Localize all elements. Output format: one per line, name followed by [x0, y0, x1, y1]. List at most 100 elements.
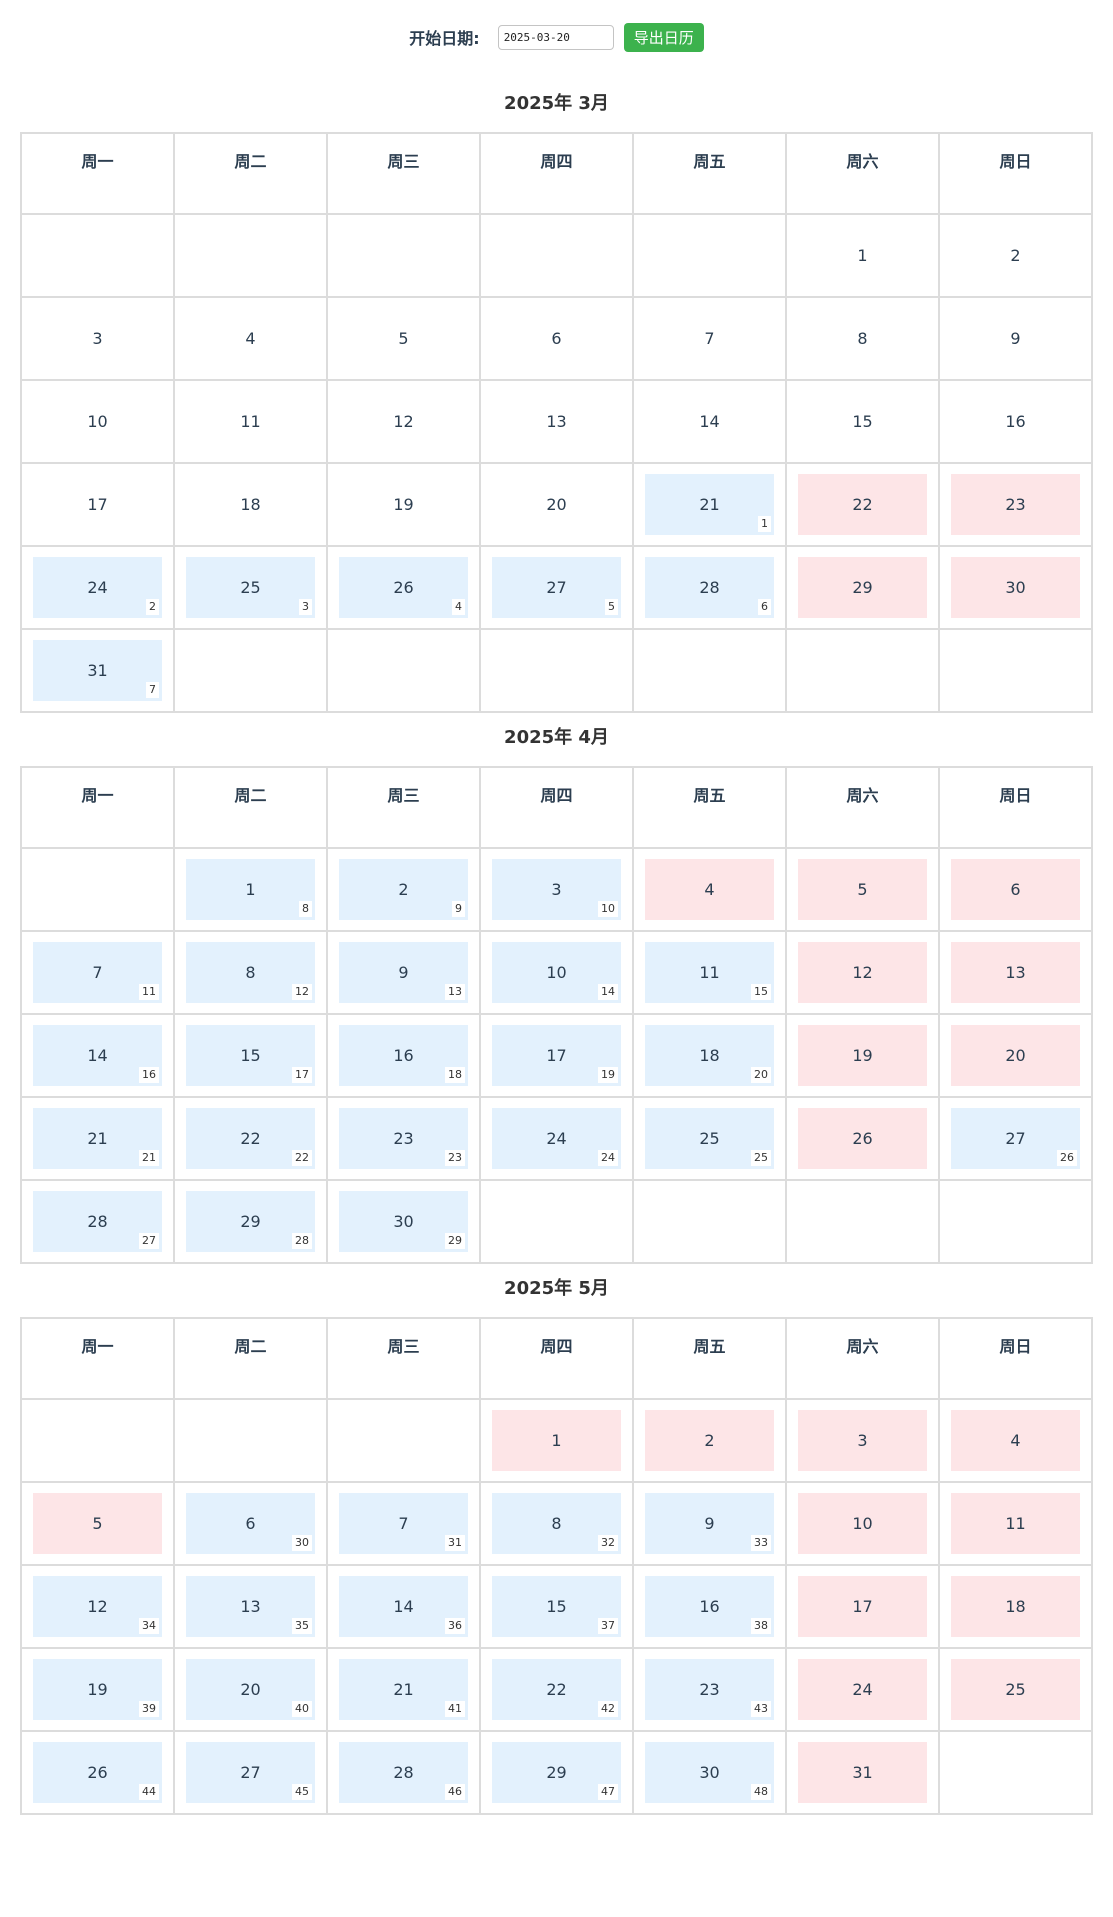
day-cell[interactable]: 23 23 [326, 1096, 481, 1181]
day-cell[interactable]: 29 47 [479, 1730, 634, 1815]
day-cell[interactable]: 26 44 [20, 1730, 175, 1815]
day-cell[interactable]: 11 [938, 1481, 1093, 1566]
day-cell[interactable]: 10 [20, 379, 175, 464]
day-cell[interactable]: 12 34 [20, 1564, 175, 1649]
day-cell[interactable]: 21 21 [20, 1096, 175, 1181]
day-cell[interactable]: 6 [938, 847, 1093, 932]
day-cell[interactable]: 13 [479, 379, 634, 464]
day-cell[interactable]: 2 [632, 1398, 787, 1483]
day-cell[interactable]: 5 [326, 296, 481, 381]
day-cell[interactable]: 16 18 [326, 1013, 481, 1098]
week-row: 5 6 30 7 31 8 32 9 33 10 11 [20, 1481, 1093, 1566]
day-cell[interactable]: 2 [938, 213, 1093, 298]
workday-highlight: 24 24 [492, 1108, 621, 1169]
day-cell[interactable]: 18 [173, 462, 328, 547]
day-cell[interactable]: 28 27 [20, 1179, 175, 1264]
day-cell[interactable]: 10 [785, 1481, 940, 1566]
month-may: 2025年 5月 周一 周二 周三 周四 周五 周六 周日 1 2 3 4 5 6 30 7 31 8 32 9 33… [20, 1271, 1093, 1815]
day-cell[interactable]: 29 [785, 545, 940, 630]
day-cell[interactable]: 30 [938, 545, 1093, 630]
day-cell[interactable]: 9 33 [632, 1481, 787, 1566]
day-cell[interactable]: 5 [785, 847, 940, 932]
day-cell[interactable]: 27 5 [479, 545, 634, 630]
day-cell[interactable]: 3 [785, 1398, 940, 1483]
day-cell[interactable]: 13 35 [173, 1564, 328, 1649]
day-cell[interactable]: 6 [479, 296, 634, 381]
day-cell[interactable]: 28 46 [326, 1730, 481, 1815]
day-cell[interactable]: 11 [173, 379, 328, 464]
day-cell[interactable]: 15 [785, 379, 940, 464]
day-cell[interactable]: 7 11 [20, 930, 175, 1015]
day-cell[interactable]: 1 [479, 1398, 634, 1483]
day-cell[interactable]: 11 15 [632, 930, 787, 1015]
day-cell[interactable]: 9 [938, 296, 1093, 381]
day-cell[interactable]: 16 38 [632, 1564, 787, 1649]
day-cell[interactable]: 27 26 [938, 1096, 1093, 1181]
day-cell[interactable]: 17 19 [479, 1013, 634, 1098]
day-cell[interactable]: 20 40 [173, 1647, 328, 1732]
day-cell[interactable]: 23 [938, 462, 1093, 547]
day-cell[interactable]: 24 2 [20, 545, 175, 630]
day-cell[interactable]: 19 39 [20, 1647, 175, 1732]
day-cell[interactable]: 31 7 [20, 628, 175, 713]
day-cell[interactable]: 12 [785, 930, 940, 1015]
day-cell[interactable]: 8 [785, 296, 940, 381]
day-cell[interactable]: 8 32 [479, 1481, 634, 1566]
day-cell[interactable]: 22 22 [173, 1096, 328, 1181]
day-cell[interactable]: 19 [785, 1013, 940, 1098]
day-cell[interactable]: 14 [632, 379, 787, 464]
day-cell[interactable]: 17 [785, 1564, 940, 1649]
day-cell[interactable]: 13 [938, 930, 1093, 1015]
day-cell[interactable]: 26 4 [326, 545, 481, 630]
day-cell[interactable]: 7 [632, 296, 787, 381]
day-cell[interactable]: 18 20 [632, 1013, 787, 1098]
day-cell[interactable]: 8 12 [173, 930, 328, 1015]
day-cell[interactable]: 15 17 [173, 1013, 328, 1098]
day-cell[interactable]: 25 25 [632, 1096, 787, 1181]
day-cell[interactable]: 20 [938, 1013, 1093, 1098]
day-cell[interactable]: 3 [20, 296, 175, 381]
start-date-input[interactable] [497, 24, 614, 50]
day-cell[interactable]: 14 36 [326, 1564, 481, 1649]
day-cell[interactable]: 24 [785, 1647, 940, 1732]
day-cell[interactable]: 16 [938, 379, 1093, 464]
day-cell[interactable]: 30 48 [632, 1730, 787, 1815]
day-cell[interactable]: 21 1 [632, 462, 787, 547]
workday-count-badge: 6 [758, 599, 771, 615]
day-cell[interactable]: 17 [20, 462, 175, 547]
day-cell[interactable]: 26 [785, 1096, 940, 1181]
day-cell[interactable]: 24 24 [479, 1096, 634, 1181]
day-cell[interactable]: 3 10 [479, 847, 634, 932]
day-cell[interactable]: 4 [938, 1398, 1093, 1483]
day-cell[interactable]: 18 [938, 1564, 1093, 1649]
day-cell[interactable]: 21 41 [326, 1647, 481, 1732]
day-cell[interactable]: 5 [20, 1481, 175, 1566]
day-cell[interactable]: 22 [785, 462, 940, 547]
day-cell[interactable]: 27 45 [173, 1730, 328, 1815]
day-cell[interactable]: 28 6 [632, 545, 787, 630]
day-cell[interactable]: 4 [632, 847, 787, 932]
workday-highlight: 12 34 [33, 1576, 162, 1637]
day-cell[interactable]: 20 [479, 462, 634, 547]
day-cell[interactable]: 31 [785, 1730, 940, 1815]
day-cell[interactable]: 22 42 [479, 1647, 634, 1732]
day-cell[interactable]: 4 [173, 296, 328, 381]
day-cell[interactable]: 9 13 [326, 930, 481, 1015]
day-cell[interactable]: 29 28 [173, 1179, 328, 1264]
day-cell[interactable]: 25 3 [173, 545, 328, 630]
day-cell[interactable]: 12 [326, 379, 481, 464]
day-cell[interactable]: 23 43 [632, 1647, 787, 1732]
day-cell[interactable]: 15 37 [479, 1564, 634, 1649]
workday-count-badge: 27 [139, 1233, 159, 1249]
day-cell[interactable]: 7 31 [326, 1481, 481, 1566]
day-cell[interactable]: 19 [326, 462, 481, 547]
day-cell[interactable]: 1 [785, 213, 940, 298]
day-cell[interactable]: 25 [938, 1647, 1093, 1732]
day-cell[interactable]: 6 30 [173, 1481, 328, 1566]
export-calendar-button[interactable]: 导出日历 [623, 22, 704, 52]
day-cell[interactable]: 14 16 [20, 1013, 175, 1098]
day-cell[interactable]: 10 14 [479, 930, 634, 1015]
day-cell[interactable]: 30 29 [326, 1179, 481, 1264]
